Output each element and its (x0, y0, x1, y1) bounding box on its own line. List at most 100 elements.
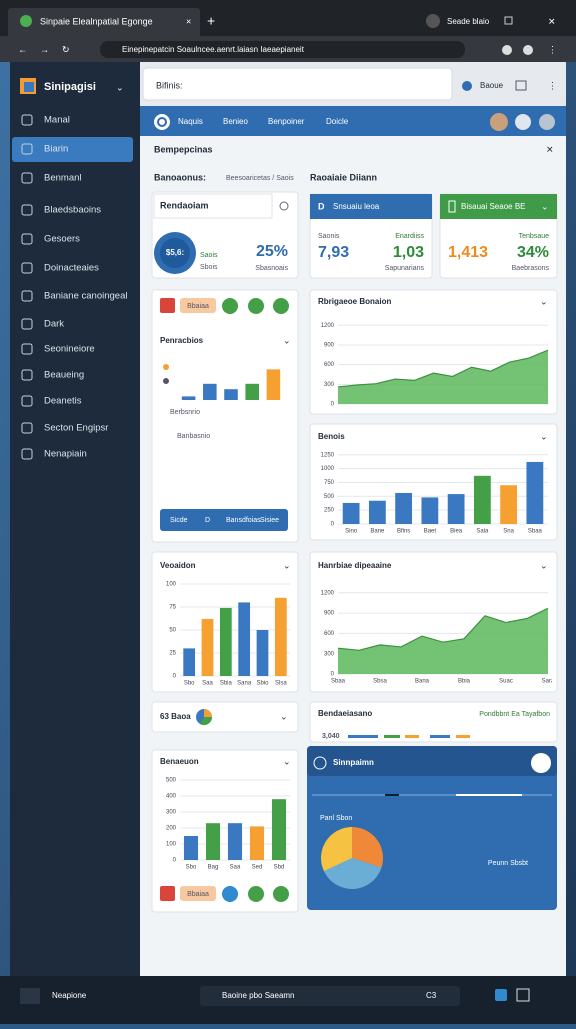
menu-item[interactable]: Baniane canoingeal (44, 291, 127, 302)
forward[interactable]: → (40, 44, 49, 54)
menu-item[interactable]: Biarin (44, 144, 68, 155)
bar (395, 492, 413, 524)
bar (421, 497, 439, 524)
decoration: ⌄ (283, 756, 291, 766)
taskbar-app[interactable]: Neapione (52, 991, 87, 1000)
menu-item[interactable]: Secton Engipsr (44, 423, 108, 434)
search-box[interactable] (142, 67, 453, 101)
section-link[interactable]: Beesoaricetas / Saois (226, 175, 294, 182)
taskbar-search-text[interactable]: Baoine pbo Saeamn (222, 991, 295, 1000)
bar (526, 461, 544, 524)
menu-item[interactable]: Dark (44, 319, 64, 330)
x-tick-label: Sbaa (528, 529, 543, 535)
menu-item[interactable]: Seonineiore (44, 344, 95, 355)
user[interactable]: Baoue (480, 81, 504, 90)
button[interactable]: Sisiee (260, 517, 279, 524)
decoration (456, 794, 522, 796)
profile-icon[interactable] (426, 14, 440, 28)
menu-item[interactable]: Deanetis (44, 396, 82, 407)
x-tick-label: Bbia (458, 679, 471, 685)
nav-item[interactable]: Doicle (326, 117, 349, 126)
label: Panl Sbon (320, 815, 352, 822)
window-close[interactable]: ✕ (548, 16, 556, 26)
decoration (405, 735, 419, 738)
decoration (462, 81, 472, 91)
y-tick-label: 300 (324, 382, 335, 388)
y-tick-label: 900 (324, 611, 335, 617)
y-tick-label: 300 (166, 810, 177, 816)
menu-icon (21, 143, 33, 155)
label: Tenbsaue (519, 233, 549, 240)
bar (256, 630, 269, 676)
nav-item[interactable]: Benpoiner (268, 117, 305, 126)
card-title: Sinnpaimn (333, 758, 374, 767)
address-bar[interactable] (100, 41, 465, 58)
decoration (160, 238, 190, 268)
decoration: ⋮ (548, 80, 557, 90)
y-tick-label: 0 (331, 672, 335, 678)
link[interactable]: Pondbbnt Ea Tayafbon (479, 711, 550, 718)
bar (181, 396, 196, 400)
menu-icon (21, 172, 33, 184)
menu-item[interactable]: Nenapiain (44, 449, 87, 460)
x-tick-label: Sbsa (373, 679, 387, 685)
pill-text[interactable]: Bbaiaa (187, 891, 209, 898)
pill-text[interactable]: Bbaiaa (187, 303, 209, 310)
pill[interactable] (180, 298, 216, 313)
button-bar[interactable] (160, 509, 288, 531)
y-tick-label: 600 (324, 362, 335, 368)
taskbar-search[interactable] (200, 986, 460, 1006)
decoration: ⌄ (283, 560, 291, 570)
area-fill (338, 608, 548, 674)
y-tick-label: 500 (324, 494, 335, 500)
tab-close[interactable]: × (186, 16, 191, 26)
label: Enardiiss (395, 233, 424, 240)
x-tick-label: Saa (230, 865, 241, 871)
new-tab[interactable]: + (207, 13, 215, 29)
button[interactable]: D (205, 517, 210, 524)
pie-slice (323, 858, 382, 889)
button[interactable]: Bansdfoias (226, 517, 261, 524)
decoration (348, 735, 378, 738)
decoration (204, 709, 212, 717)
back[interactable]: ← (18, 44, 27, 54)
decoration (502, 45, 512, 55)
menu-item[interactable]: Benmanl (44, 173, 82, 184)
decoration (312, 794, 552, 796)
menu-item[interactable]: Manal (44, 115, 70, 126)
profile-name[interactable]: Seade blaio (447, 17, 490, 26)
active-item[interactable] (12, 137, 133, 162)
menu-item[interactable]: Gesoers (44, 234, 80, 245)
y-tick-label: 1200 (321, 590, 335, 596)
button[interactable]: Sicde (170, 517, 188, 524)
panel-close[interactable]: ✕ (546, 144, 554, 154)
nav-item[interactable]: Naquis (178, 117, 203, 126)
chart-title: Rbrigaeoe Bonaion (318, 297, 391, 306)
x-tick-label: Sna (503, 529, 514, 535)
bar (249, 826, 265, 860)
decoration (163, 364, 169, 370)
menu-item[interactable]: Beaueing (44, 370, 84, 381)
reload[interactable]: ↻ (62, 44, 70, 54)
label: Sbois (200, 264, 218, 271)
tab[interactable] (8, 8, 200, 36)
decoration: ⌄ (116, 82, 124, 92)
search-text[interactable]: Bifinis: (156, 80, 183, 90)
decoration (516, 988, 530, 1002)
x-tick-label: Sbo (186, 865, 197, 871)
nav-item[interactable]: Benieo (223, 117, 248, 126)
x-tick-label: Sbaa (331, 679, 346, 685)
note: Berbsnrio (170, 409, 200, 416)
bar (224, 389, 238, 400)
x-tick-label: Slsa (275, 681, 287, 687)
decoration (160, 886, 175, 901)
menu-item[interactable]: Doinacteaies (44, 263, 99, 274)
pill[interactable] (180, 886, 216, 901)
decoration: Naquis Benieo Benpoiner Doicle (178, 117, 349, 126)
y-tick-label: 300 (324, 651, 335, 657)
menu-item[interactable]: Blaedsbaoins (44, 205, 101, 216)
decoration (153, 193, 273, 219)
address[interactable]: Einepinepatcin Soaulncee.aenrt.laiasn Ia… (122, 45, 305, 54)
chart-title: Benois (318, 432, 345, 441)
